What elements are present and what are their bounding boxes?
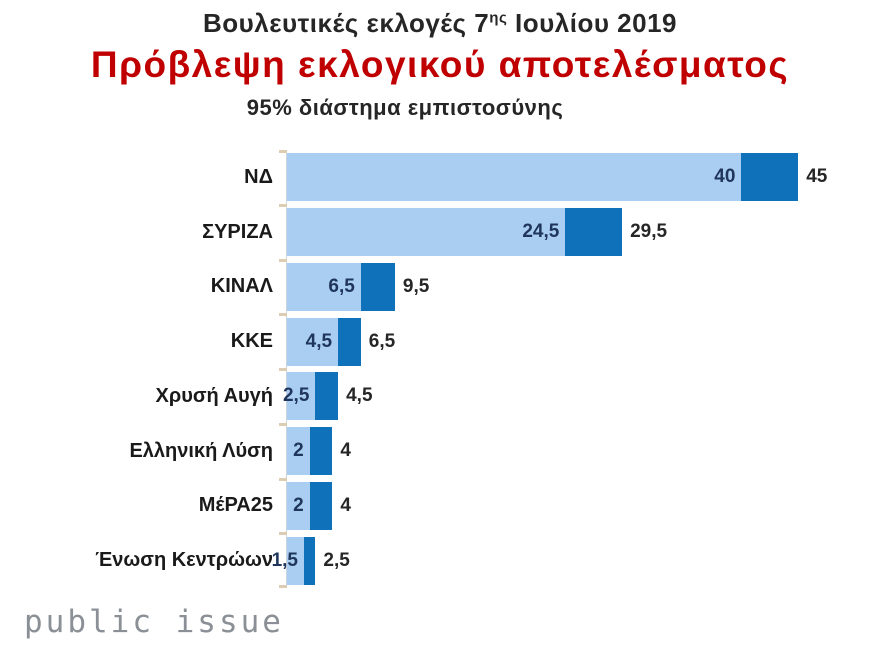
chart-title-suffix: Ιουλίου 2019	[507, 8, 678, 38]
category-label: ΣΥΡΙΖΑ	[202, 220, 273, 243]
confidence-interval-note: 95% διάστημα εμπιστοσύνης	[246, 95, 564, 120]
bar-lower-segment	[287, 317, 339, 366]
bar-row: Ένωση Κεντρώων 1,5 2,5	[0, 533, 880, 588]
upper-value-label: 9,5	[402, 275, 430, 297]
upper-value-label: 45	[806, 166, 828, 188]
bar-lower-segment	[287, 372, 316, 421]
category-label: Χρυσή Αυγή	[155, 384, 274, 407]
bar-track: 6,5 9,5	[287, 262, 880, 311]
category-label: ΚΙΝΑΛ	[210, 275, 273, 298]
bar-interval-segment	[315, 372, 339, 421]
lower-value-label: 24,5	[522, 221, 560, 243]
category-label: ΚΚΕ	[230, 330, 273, 353]
bar-track: 4,5 6,5	[287, 317, 880, 366]
bar-interval-segment	[338, 317, 361, 366]
upper-value-label: 4,5	[346, 385, 373, 407]
bar-lower-segment	[287, 262, 361, 311]
lower-value-label: 2	[293, 440, 304, 462]
upper-value-label: 4	[340, 494, 351, 516]
axis-tick	[279, 585, 287, 588]
bar-interval-segment	[565, 208, 623, 257]
bar-rows: ΝΔ 40 45 ΣΥΡΙΖΑ 24,5 29,5 ΚΙΝΑΛ 6,5 9,5 ΚΚΕ 4,5 6,5…	[0, 150, 880, 588]
axis-tick	[279, 477, 287, 481]
axis-tick	[279, 313, 287, 317]
public-issue-logo: public issue	[24, 604, 284, 640]
bar-lower-segment	[287, 481, 310, 530]
axis-tick	[279, 258, 287, 262]
axis-tick	[279, 368, 287, 371]
bar-interval-segment	[309, 427, 333, 476]
bar-lower-segment	[287, 536, 304, 585]
category-label: ΜέΡΑ25	[198, 494, 273, 517]
upper-value-label: 6,5	[368, 330, 396, 352]
axis-tick	[279, 150, 287, 153]
chart-subtitle: Πρόβλεψη εκλογικού αποτελέσματος	[90, 44, 790, 85]
chart-title-text: Βουλευτικές εκλογές 7	[202, 8, 490, 38]
bar-track: 24,5 29,5	[287, 208, 880, 257]
bar-lower-segment	[287, 427, 310, 476]
axis-tick	[279, 203, 287, 207]
bar-interval-segment	[304, 536, 316, 585]
upper-value-label: 4	[340, 440, 351, 462]
category-label: Ελληνική Λύση	[129, 439, 273, 462]
bar-row: Χρυσή Αυγή 2,5 4,5	[0, 369, 880, 424]
bar-row: ΚΚΕ 4,5 6,5	[0, 314, 880, 369]
bar-track: 2,5 4,5	[283, 372, 880, 421]
lower-value-label: 6,5	[328, 275, 355, 297]
bar-track: 40 45	[287, 153, 880, 202]
lower-value-label: 2	[293, 494, 304, 516]
axis-tick	[279, 532, 287, 536]
bar-row: Ελληνική Λύση 2 4	[0, 424, 880, 479]
bar-row: ΝΔ 40 45	[0, 150, 880, 205]
lower-value-label: 1,5	[271, 549, 298, 571]
bar-plot-area: ΝΔ 40 45 ΣΥΡΙΖΑ 24,5 29,5 ΚΙΝΑΛ 6,5 9,5 ΚΚΕ 4,5 6,5…	[0, 150, 880, 588]
category-label: Ένωση Κεντρώων	[95, 549, 273, 572]
bar-interval-segment	[360, 262, 395, 311]
chart-title: Βουλευτικές εκλογές 7ης Ιουλίου 2019	[0, 0, 880, 39]
upper-value-label: 2,5	[323, 549, 350, 571]
bar-interval-segment	[309, 481, 333, 530]
lower-value-label: 40	[714, 166, 736, 188]
lower-value-label: 2,5	[282, 385, 310, 407]
bar-lower-segment	[287, 153, 742, 202]
axis-tick	[279, 422, 287, 426]
category-label: ΝΔ	[244, 165, 273, 188]
upper-value-label: 29,5	[630, 221, 668, 243]
bar-row: ΚΙΝΑΛ 6,5 9,5	[0, 260, 880, 315]
bar-interval-segment	[741, 153, 799, 202]
bar-track: 1,5 2,5	[272, 536, 880, 585]
bar-lower-segment	[287, 208, 566, 257]
chart-title-superscript: ης	[489, 9, 508, 27]
lower-value-label: 4,5	[305, 330, 333, 352]
bar-row: ΣΥΡΙΖΑ 24,5 29,5	[0, 205, 880, 260]
bar-row: ΜέΡΑ25 2 4	[0, 479, 880, 534]
